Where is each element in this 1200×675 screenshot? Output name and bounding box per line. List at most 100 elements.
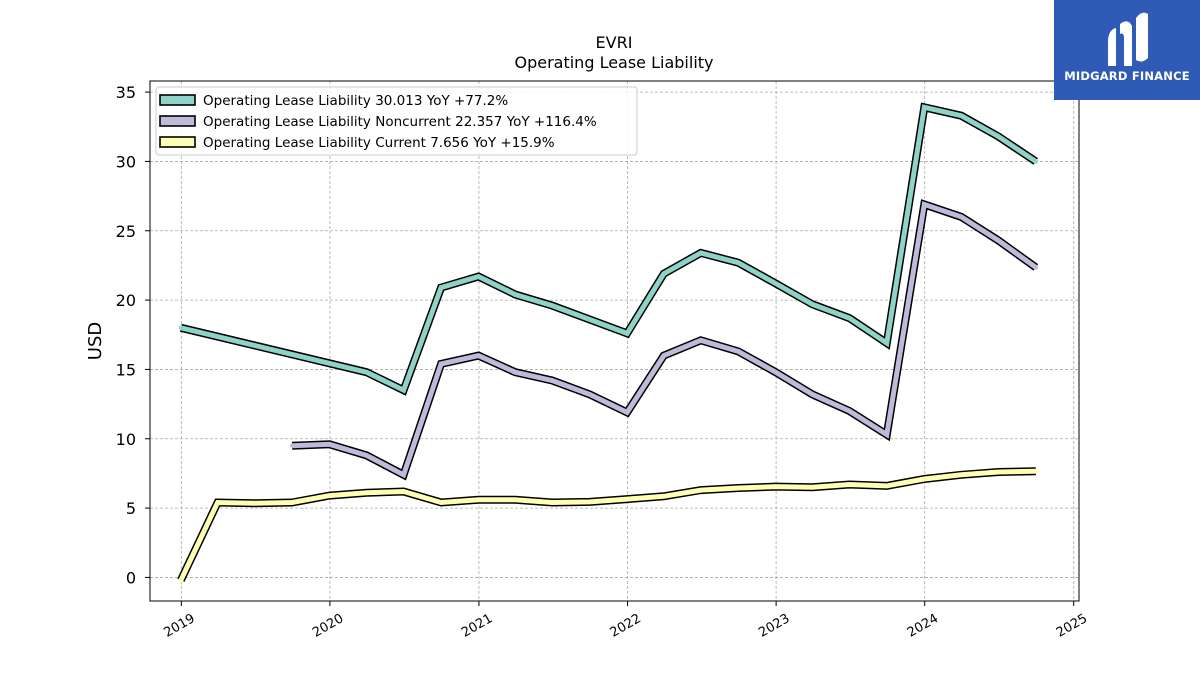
data-point — [289, 500, 295, 505]
data-point — [959, 472, 964, 477]
series-line — [180, 104, 1038, 394]
data-point — [624, 496, 630, 502]
data-point — [252, 501, 257, 506]
x-tick-label: 2022 — [608, 611, 644, 641]
data-point — [364, 370, 369, 375]
data-point — [847, 482, 852, 487]
data-point — [698, 487, 703, 493]
y-tick-label: 5 — [126, 499, 136, 518]
data-point — [401, 489, 406, 494]
data-point — [624, 410, 630, 415]
y-tick-label: 30 — [116, 152, 136, 171]
y-tick-label: 0 — [126, 568, 136, 587]
data-point — [476, 353, 481, 358]
x-tick-label: 2021 — [459, 611, 495, 641]
data-point — [364, 490, 369, 495]
legend: Operating Lease Liability 30.013 YoY +77… — [155, 86, 638, 156]
y-tick-label: 35 — [116, 83, 136, 102]
plot-frame — [149, 80, 1080, 602]
data-point — [438, 361, 444, 367]
data-point — [178, 325, 184, 330]
chart-subtitle: Operating Lease Liability — [514, 53, 713, 72]
data-point — [513, 370, 518, 375]
series-lines — [177, 102, 1039, 583]
data-point — [215, 500, 220, 505]
data-point — [401, 388, 406, 393]
data-point — [810, 392, 815, 397]
legend-swatch — [159, 136, 196, 148]
series-outline — [177, 467, 1036, 582]
data-point — [513, 292, 518, 297]
data-point — [661, 271, 666, 276]
data-point — [773, 484, 778, 489]
data-point — [810, 485, 815, 490]
data-point — [476, 497, 481, 502]
brand-logo: MIDGARD FINANCE — [1054, 0, 1200, 100]
legend-swatch — [159, 94, 196, 106]
data-point — [661, 353, 666, 358]
data-point — [959, 113, 964, 118]
chart-title: EVRI — [596, 33, 633, 52]
data-point — [884, 340, 889, 346]
data-point — [847, 315, 852, 321]
x-tick-label: 2024 — [905, 611, 941, 641]
data-point — [364, 453, 369, 458]
legend-label: Operating Lease Liability Current 7.656 … — [203, 135, 555, 151]
data-point — [698, 250, 703, 256]
data-point — [736, 485, 741, 491]
y-tick-label: 25 — [116, 222, 136, 241]
data-point — [810, 302, 815, 307]
data-point — [401, 472, 406, 477]
legend-label: Operating Lease Liability 30.013 YoY +77… — [203, 93, 508, 109]
data-point — [736, 260, 741, 265]
data-point — [773, 281, 778, 286]
x-tick-label: 2023 — [756, 611, 792, 641]
y-tick-label: 20 — [116, 291, 136, 310]
grid — [150, 81, 1079, 601]
data-point — [327, 493, 332, 498]
data-point — [884, 432, 889, 437]
data-point — [513, 497, 518, 502]
data-point — [1033, 159, 1039, 164]
y-tick-label: 10 — [116, 430, 136, 449]
data-point — [773, 370, 778, 375]
data-point — [884, 483, 889, 489]
data-point — [438, 285, 444, 290]
data-point — [587, 392, 592, 397]
data-point — [698, 338, 703, 343]
y-tick-label: 15 — [116, 360, 136, 379]
data-point — [624, 331, 630, 336]
y-axis-label: USD — [85, 322, 106, 360]
x-tick-label: 2019 — [162, 611, 198, 641]
data-point — [736, 349, 741, 354]
data-point — [996, 134, 1001, 139]
data-point — [178, 578, 184, 583]
data-point — [996, 238, 1001, 243]
data-point — [661, 494, 666, 499]
data-point — [959, 214, 964, 220]
data-point — [550, 303, 555, 308]
data-point — [327, 442, 332, 447]
legend-box — [155, 86, 638, 156]
data-point — [922, 202, 927, 207]
series-outline — [291, 199, 1039, 481]
data-point — [550, 378, 555, 383]
data-point — [922, 105, 927, 110]
data-point — [438, 500, 444, 505]
series-line — [178, 468, 1036, 582]
x-tick-label: 2025 — [1054, 611, 1090, 641]
x-tick-label: 2020 — [310, 611, 346, 641]
data-point — [587, 499, 592, 505]
data-point — [587, 317, 592, 322]
data-point — [922, 476, 927, 482]
data-point — [1033, 265, 1039, 270]
legend-swatch — [159, 115, 196, 127]
data-point — [847, 408, 852, 414]
data-point — [550, 500, 555, 505]
data-point — [996, 469, 1001, 475]
logo-text: MIDGARD FINANCE — [1064, 69, 1190, 83]
data-point — [1033, 469, 1039, 474]
data-point — [476, 274, 481, 279]
